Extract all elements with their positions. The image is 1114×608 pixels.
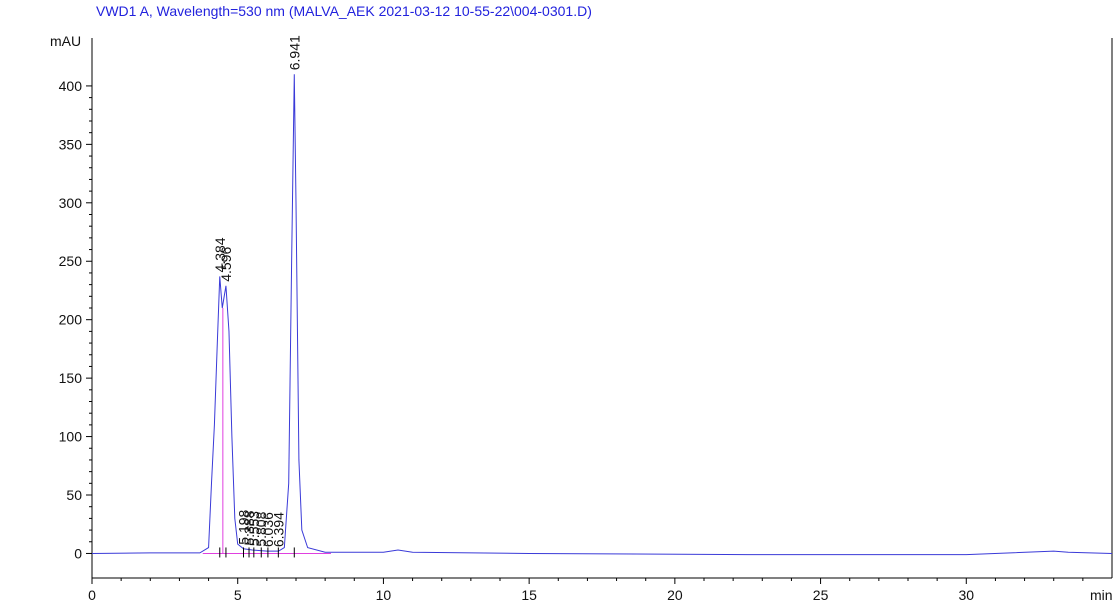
x-tick-label: 25 bbox=[813, 587, 829, 603]
y-tick-label: 300 bbox=[59, 195, 83, 211]
y-tick-label: 200 bbox=[59, 312, 83, 328]
y-tick-label: 150 bbox=[59, 370, 83, 386]
peak-label: 5.388 bbox=[241, 510, 257, 545]
y-tick-label: 0 bbox=[74, 545, 82, 561]
x-tick-label: 0 bbox=[88, 587, 96, 603]
peak-label: 6.941 bbox=[286, 35, 302, 70]
y-tick-label: 350 bbox=[59, 136, 83, 152]
x-tick-label: 10 bbox=[376, 587, 392, 603]
y-tick-label: 250 bbox=[59, 253, 83, 269]
signal-trace bbox=[91, 74, 1113, 556]
peak-label: 6.036 bbox=[260, 512, 276, 547]
y-tick-label: 100 bbox=[59, 429, 83, 445]
peak-label: 4.596 bbox=[218, 247, 234, 282]
x-axis-label: min bbox=[1090, 587, 1113, 603]
x-tick-label: 30 bbox=[958, 587, 974, 603]
chart-title: VWD1 A, Wavelength=530 nm (MALVA_AEK 202… bbox=[96, 3, 592, 19]
x-tick-label: 20 bbox=[667, 587, 683, 603]
peak-label: 5.553 bbox=[246, 511, 262, 546]
x-tick-label: 5 bbox=[234, 587, 242, 603]
x-tick-label: 15 bbox=[521, 587, 537, 603]
peak-label: 6.394 bbox=[270, 512, 286, 547]
y-tick-label: 50 bbox=[66, 487, 82, 503]
peak-label: 5.198 bbox=[235, 509, 251, 544]
y-tick-label: 400 bbox=[59, 78, 83, 94]
peak-label: 4.384 bbox=[212, 237, 228, 272]
y-axis-label: mAU bbox=[50, 33, 81, 49]
peak-label: 5.808 bbox=[253, 511, 269, 546]
